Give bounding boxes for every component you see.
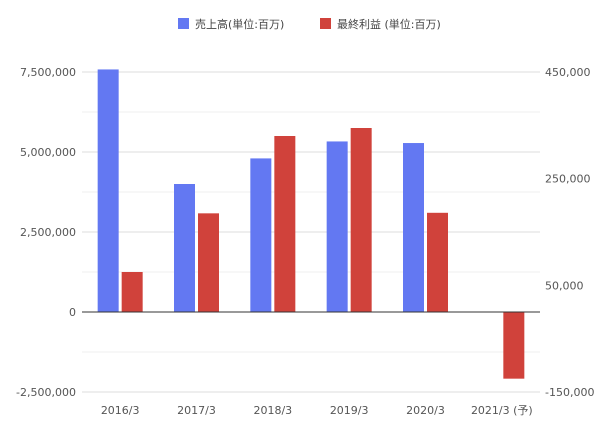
legend-swatch [320,18,331,29]
left-axis-tick-label: 0 [69,306,76,319]
right-axis-tick-label: -150,000 [545,386,594,399]
bar-net-income [121,272,143,312]
bar-sales [250,158,272,312]
left-axis-ticks: 7,500,000 5,000,000 2,500,000 0 -2,500,000 [16,66,76,399]
legend-swatch [178,18,189,29]
right-axis-tick-label: 50,000 [545,279,584,292]
left-axis-tick-label: 2,500,000 [20,226,76,239]
x-axis-tick-label: 2018/3 [253,404,292,417]
left-axis-tick-label: 5,000,000 [20,146,76,159]
x-axis-tick-label: 2017/3 [177,404,216,417]
x-axis-tick-label: 2020/3 [406,404,445,417]
x-axis-tick-label: 2021/3 (予) [471,404,533,417]
bar-net-income [198,213,219,312]
x-axis-tick-label: 2019/3 [330,404,369,417]
bar-net-income [274,136,296,312]
bar-sales [403,143,424,312]
right-axis-ticks: 450,000 250,000 50,000 -150,000 [545,66,594,399]
bar-net-income [350,128,372,312]
legend: 売上高(単位:百万) 最終利益 (単位:百万) [178,17,441,31]
left-axis-tick-label: 7,500,000 [20,66,76,79]
x-axis-ticks: 2016/3 2017/3 2018/3 2019/3 2020/3 2021/3 (予) [101,404,533,417]
left-axis-tick-label: -2,500,000 [16,386,76,399]
right-axis-tick-label: 250,000 [545,173,591,186]
bar-net-income [503,312,525,379]
bar-sales [326,141,348,312]
bars [97,69,525,379]
x-axis-tick-label: 2016/3 [101,404,140,417]
right-axis-tick-label: 450,000 [545,66,591,79]
bar-sales [174,184,195,312]
gridlines [82,71,540,393]
bar-net-income [427,212,448,312]
bar-sales [97,69,119,312]
legend-label: 最終利益 (単位:百万) [337,17,441,31]
legend-label: 売上高(単位:百万) [195,17,284,31]
